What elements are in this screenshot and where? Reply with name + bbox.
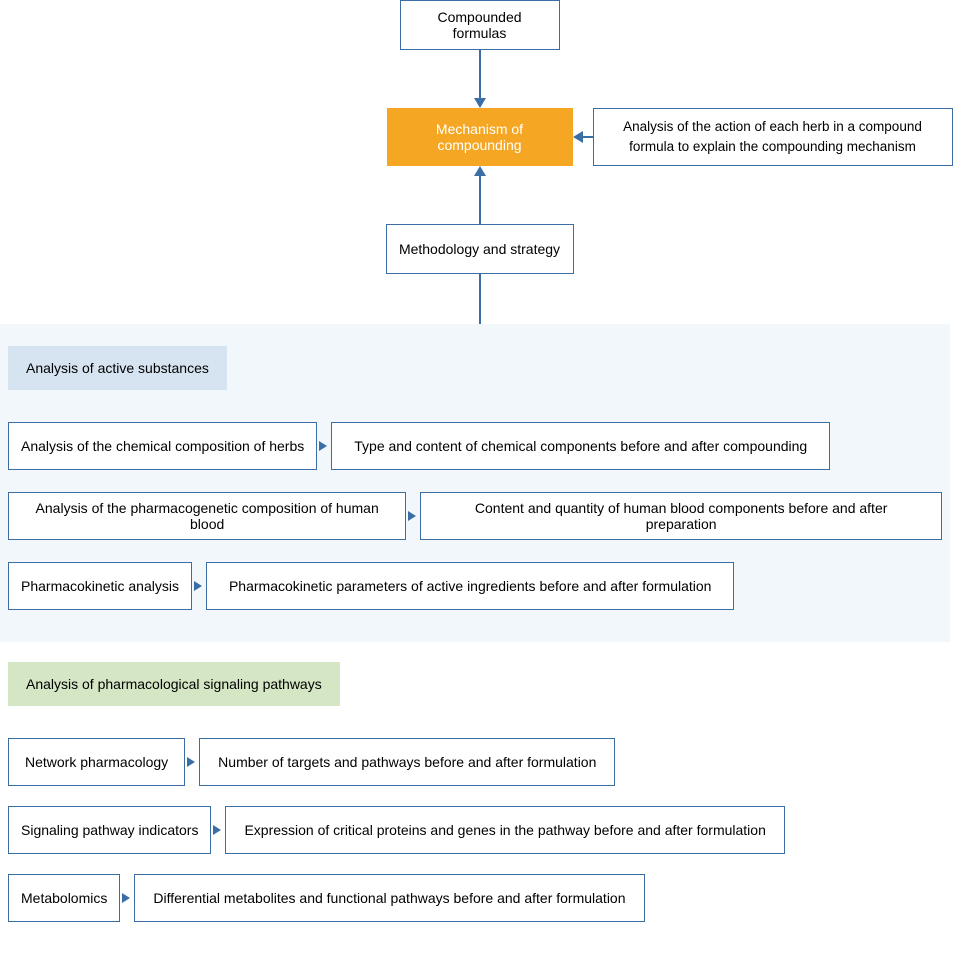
node-label: Signaling pathway indicators bbox=[21, 822, 198, 838]
row-left: Analysis of the chemical composition of … bbox=[8, 422, 317, 470]
node-methodology: Methodology and strategy bbox=[386, 224, 574, 274]
row-right: Differential metabolites and functional … bbox=[134, 874, 644, 922]
row-left: Network pharmacology bbox=[8, 738, 185, 786]
row-right: Expression of critical proteins and gene… bbox=[225, 806, 784, 854]
node-label: Number of targets and pathways before an… bbox=[218, 754, 596, 770]
section1-header: Analysis of active substances bbox=[8, 346, 227, 390]
line-down-to-section bbox=[470, 274, 490, 324]
arrow-right-icon bbox=[122, 893, 130, 903]
section-header-label: Analysis of active substances bbox=[26, 360, 209, 376]
section1-row-0: Analysis of the chemical composition of … bbox=[8, 422, 942, 470]
section2-row-0: Network pharmacology Number of targets a… bbox=[8, 738, 942, 786]
section1-row-1: Analysis of the pharmacogenetic composit… bbox=[8, 492, 942, 540]
row-right: Content and quantity of human blood comp… bbox=[420, 492, 942, 540]
node-label: Type and content of chemical components … bbox=[354, 438, 807, 454]
node-label: Mechanism of compounding bbox=[400, 121, 560, 153]
row-right: Number of targets and pathways before an… bbox=[199, 738, 615, 786]
row-left: Metabolomics bbox=[8, 874, 120, 922]
section2-header: Analysis of pharmacological signaling pa… bbox=[8, 662, 340, 706]
arrow-right-icon bbox=[187, 757, 195, 767]
node-mechanism: Mechanism of compounding bbox=[387, 108, 573, 166]
top-flow-region: Compounded formulas Mechanism of compoun… bbox=[0, 0, 959, 324]
section1-row-2: Pharmacokinetic analysis Pharmacokinetic… bbox=[8, 562, 942, 610]
arrow-up-1 bbox=[470, 166, 490, 224]
section2-row-2: Metabolomics Differential metabolites an… bbox=[8, 874, 942, 922]
row-right: Type and content of chemical components … bbox=[331, 422, 830, 470]
node-label: Metabolomics bbox=[21, 890, 107, 906]
arrow-right-icon bbox=[194, 581, 202, 591]
arrow-left-analysis bbox=[573, 130, 593, 144]
section-header-label: Analysis of pharmacological signaling pa… bbox=[26, 676, 322, 692]
node-label: Analysis of the pharmacogenetic composit… bbox=[21, 500, 393, 532]
row-left: Pharmacokinetic analysis bbox=[8, 562, 192, 610]
mechanism-row: Mechanism of compounding Analysis of the… bbox=[0, 108, 959, 166]
node-label: Content and quantity of human blood comp… bbox=[443, 500, 919, 532]
section-active-substances: Analysis of active substances Analysis o… bbox=[0, 324, 950, 642]
node-analysis-action: Analysis of the action of each herb in a… bbox=[593, 108, 953, 166]
row-left: Analysis of the pharmacogenetic composit… bbox=[8, 492, 406, 540]
node-label: Network pharmacology bbox=[25, 754, 168, 770]
section-signaling-pathways: Analysis of pharmacological signaling pa… bbox=[0, 642, 950, 954]
node-label: Pharmacokinetic parameters of active ing… bbox=[229, 578, 711, 594]
row-right: Pharmacokinetic parameters of active ing… bbox=[206, 562, 734, 610]
row-left: Signaling pathway indicators bbox=[8, 806, 211, 854]
node-label: Compounded formulas bbox=[413, 9, 547, 41]
node-label: Analysis of the action of each herb in a… bbox=[606, 117, 940, 158]
arrow-down-1 bbox=[470, 50, 490, 108]
arrow-right-icon bbox=[408, 511, 416, 521]
arrow-right-icon bbox=[213, 825, 221, 835]
node-label: Expression of critical proteins and gene… bbox=[244, 822, 765, 838]
node-label: Pharmacokinetic analysis bbox=[21, 578, 179, 594]
arrow-right-icon bbox=[319, 441, 327, 451]
node-label: Methodology and strategy bbox=[399, 241, 560, 257]
section2-row-1: Signaling pathway indicators Expression … bbox=[8, 806, 942, 854]
node-label: Analysis of the chemical composition of … bbox=[21, 438, 304, 454]
node-label: Differential metabolites and functional … bbox=[153, 890, 625, 906]
node-compounded-formulas: Compounded formulas bbox=[400, 0, 560, 50]
